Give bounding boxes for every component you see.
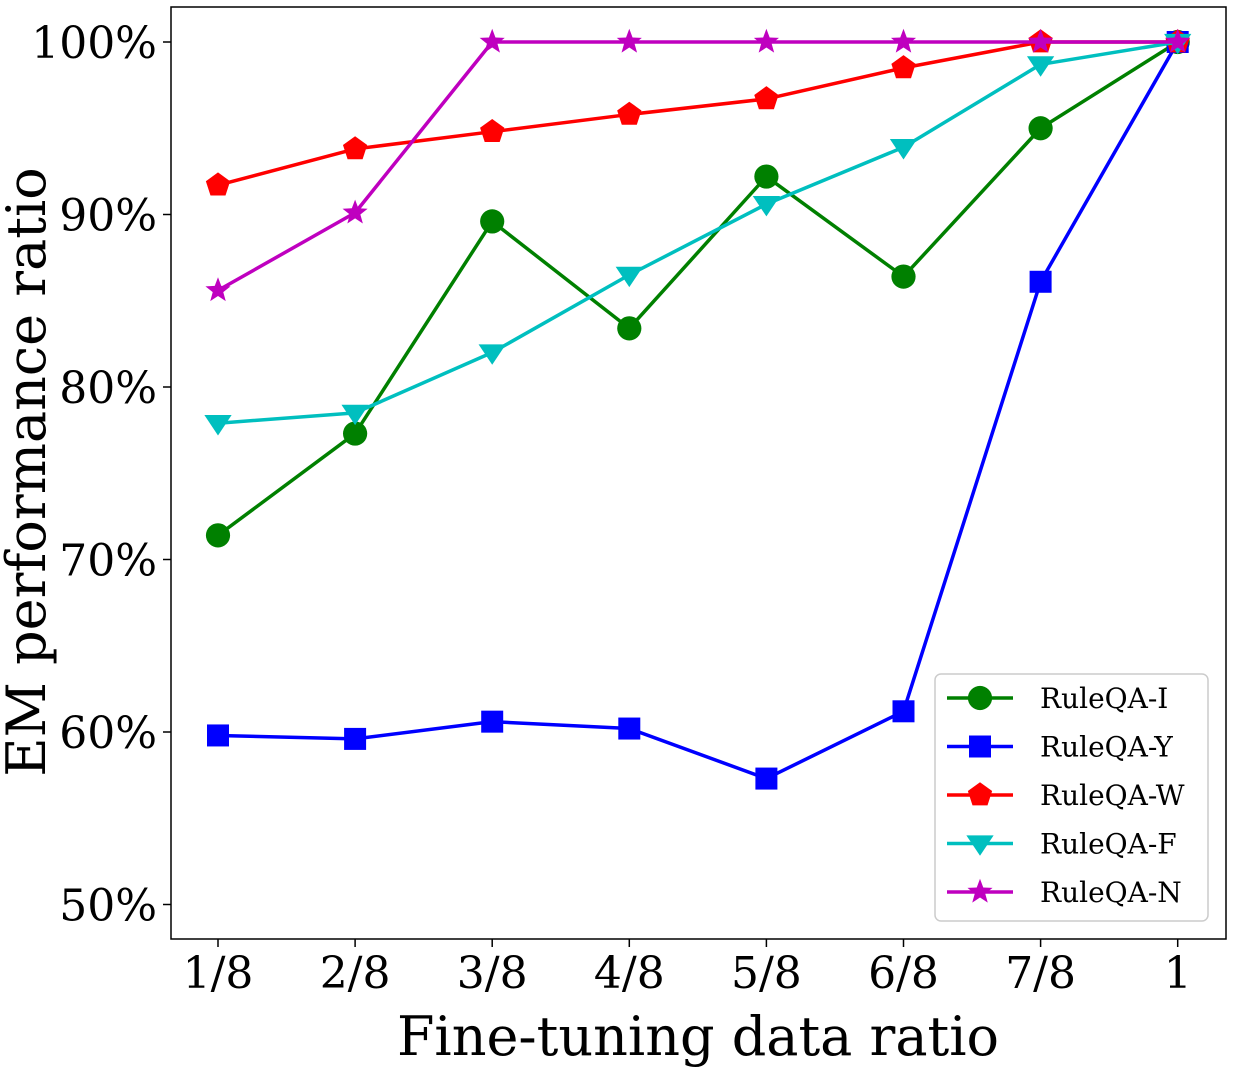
legend-marker bbox=[966, 835, 994, 856]
legend-marker bbox=[967, 782, 993, 806]
data-point-ruleqa-y bbox=[481, 710, 504, 733]
data-point-ruleqa-f bbox=[341, 404, 369, 426]
series-ruleqa-f bbox=[204, 33, 1192, 436]
data-point-ruleqa-w bbox=[754, 86, 779, 110]
legend-entry-ruleqa-w: RuleQA-W bbox=[947, 779, 1185, 812]
x-tick-label: 1 bbox=[1164, 948, 1192, 999]
legend-box bbox=[934, 673, 1209, 922]
y-tick-label: 50% bbox=[59, 881, 157, 932]
y-axis-title: EM performance ratio bbox=[0, 167, 58, 777]
data-point-ruleqa-w bbox=[342, 136, 368, 160]
data-point-ruleqa-i bbox=[205, 523, 231, 548]
legend-entry-ruleqa-f: RuleQA-F bbox=[947, 828, 1177, 861]
legend-label: RuleQA-N bbox=[1040, 876, 1182, 909]
y-tick-label: 70% bbox=[59, 536, 157, 587]
x-tick-label: 2/8 bbox=[320, 948, 391, 999]
data-point-ruleqa-f bbox=[615, 266, 643, 288]
legend-label: RuleQA-F bbox=[1040, 828, 1177, 861]
data-point-ruleqa-y bbox=[207, 724, 229, 747]
legend-entry-ruleqa-y: RuleQA-Y bbox=[947, 731, 1173, 764]
data-point-ruleqa-y bbox=[344, 727, 367, 750]
data-point-ruleqa-n bbox=[616, 28, 642, 53]
x-tick-label: 3/8 bbox=[457, 948, 528, 999]
y-tick-label: 100% bbox=[31, 18, 157, 69]
data-point-ruleqa-y bbox=[1029, 270, 1052, 293]
legend-label: RuleQA-I bbox=[1040, 682, 1168, 715]
legend-marker bbox=[969, 735, 991, 758]
data-point-ruleqa-w bbox=[205, 172, 231, 196]
data-point-ruleqa-n bbox=[890, 28, 917, 53]
data-point-ruleqa-i bbox=[754, 164, 779, 189]
x-tick-label: 4/8 bbox=[594, 948, 665, 999]
axis-ticks: 50% 60% 70% 80% 90% 100% 1/8 2/8 3/8 4/8 5/8 6/8 7/8… bbox=[31, 18, 1191, 999]
data-point-ruleqa-n bbox=[1165, 28, 1191, 53]
x-tick-label: 6/8 bbox=[868, 948, 939, 999]
data-point-ruleqa-w bbox=[617, 101, 642, 125]
series-layer bbox=[204, 28, 1192, 790]
series-line-ruleqa-i bbox=[216, 40, 1179, 537]
data-point-ruleqa-i bbox=[617, 316, 642, 341]
data-point-ruleqa-n bbox=[753, 28, 779, 53]
plot-frame bbox=[170, 6, 1227, 940]
data-point-ruleqa-n bbox=[205, 277, 231, 302]
y-tick-label: 60% bbox=[59, 708, 157, 759]
data-point-ruleqa-f bbox=[1026, 56, 1055, 77]
x-axis-title: Fine-tuning data ratio bbox=[397, 1005, 999, 1068]
x-tick-label: 5/8 bbox=[731, 948, 802, 999]
data-point-ruleqa-i bbox=[343, 421, 368, 446]
series-line-ruleqa-n bbox=[217, 40, 1178, 292]
series-ruleqa-n bbox=[205, 28, 1191, 302]
legend-label: RuleQA-W bbox=[1040, 779, 1185, 812]
data-point-ruleqa-n bbox=[1028, 28, 1054, 53]
data-point-ruleqa-i bbox=[891, 264, 916, 289]
data-point-ruleqa-w bbox=[480, 118, 505, 143]
y-tick-label: 90% bbox=[59, 191, 157, 242]
legend-marker bbox=[967, 685, 993, 711]
data-point-ruleqa-f bbox=[204, 415, 232, 436]
data-point-ruleqa-i bbox=[1028, 116, 1053, 141]
data-point-ruleqa-f bbox=[752, 195, 781, 217]
y-tick-label: 80% bbox=[59, 363, 157, 414]
legend-marker bbox=[967, 878, 993, 903]
data-point-ruleqa-f bbox=[889, 139, 918, 160]
data-point-ruleqa-n bbox=[479, 28, 505, 53]
x-tick-label: 7/8 bbox=[1005, 948, 1076, 999]
series-line-ruleqa-f bbox=[217, 40, 1178, 425]
legend-entry-ruleqa-i: RuleQA-I bbox=[947, 682, 1168, 715]
legend: RuleQA-I RuleQA-Y RuleQA-W RuleQA-F RuleQA-N bbox=[934, 673, 1209, 922]
data-point-ruleqa-y bbox=[618, 717, 641, 740]
data-point-ruleqa-y bbox=[755, 767, 778, 790]
x-tick-label: 1/8 bbox=[183, 948, 254, 999]
series-ruleqa-y bbox=[207, 31, 1189, 790]
series-line-ruleqa-w bbox=[217, 40, 1178, 187]
series-ruleqa-w bbox=[205, 29, 1190, 196]
data-point-ruleqa-i bbox=[480, 209, 505, 234]
data-point-ruleqa-y bbox=[892, 700, 915, 723]
data-point-ruleqa-n bbox=[342, 199, 368, 224]
series-line-ruleqa-y bbox=[217, 41, 1180, 781]
legend-label: RuleQA-Y bbox=[1040, 731, 1173, 764]
data-point-ruleqa-f bbox=[478, 344, 506, 365]
legend-entry-ruleqa-n: RuleQA-N bbox=[947, 876, 1182, 909]
data-point-ruleqa-w bbox=[891, 55, 916, 79]
